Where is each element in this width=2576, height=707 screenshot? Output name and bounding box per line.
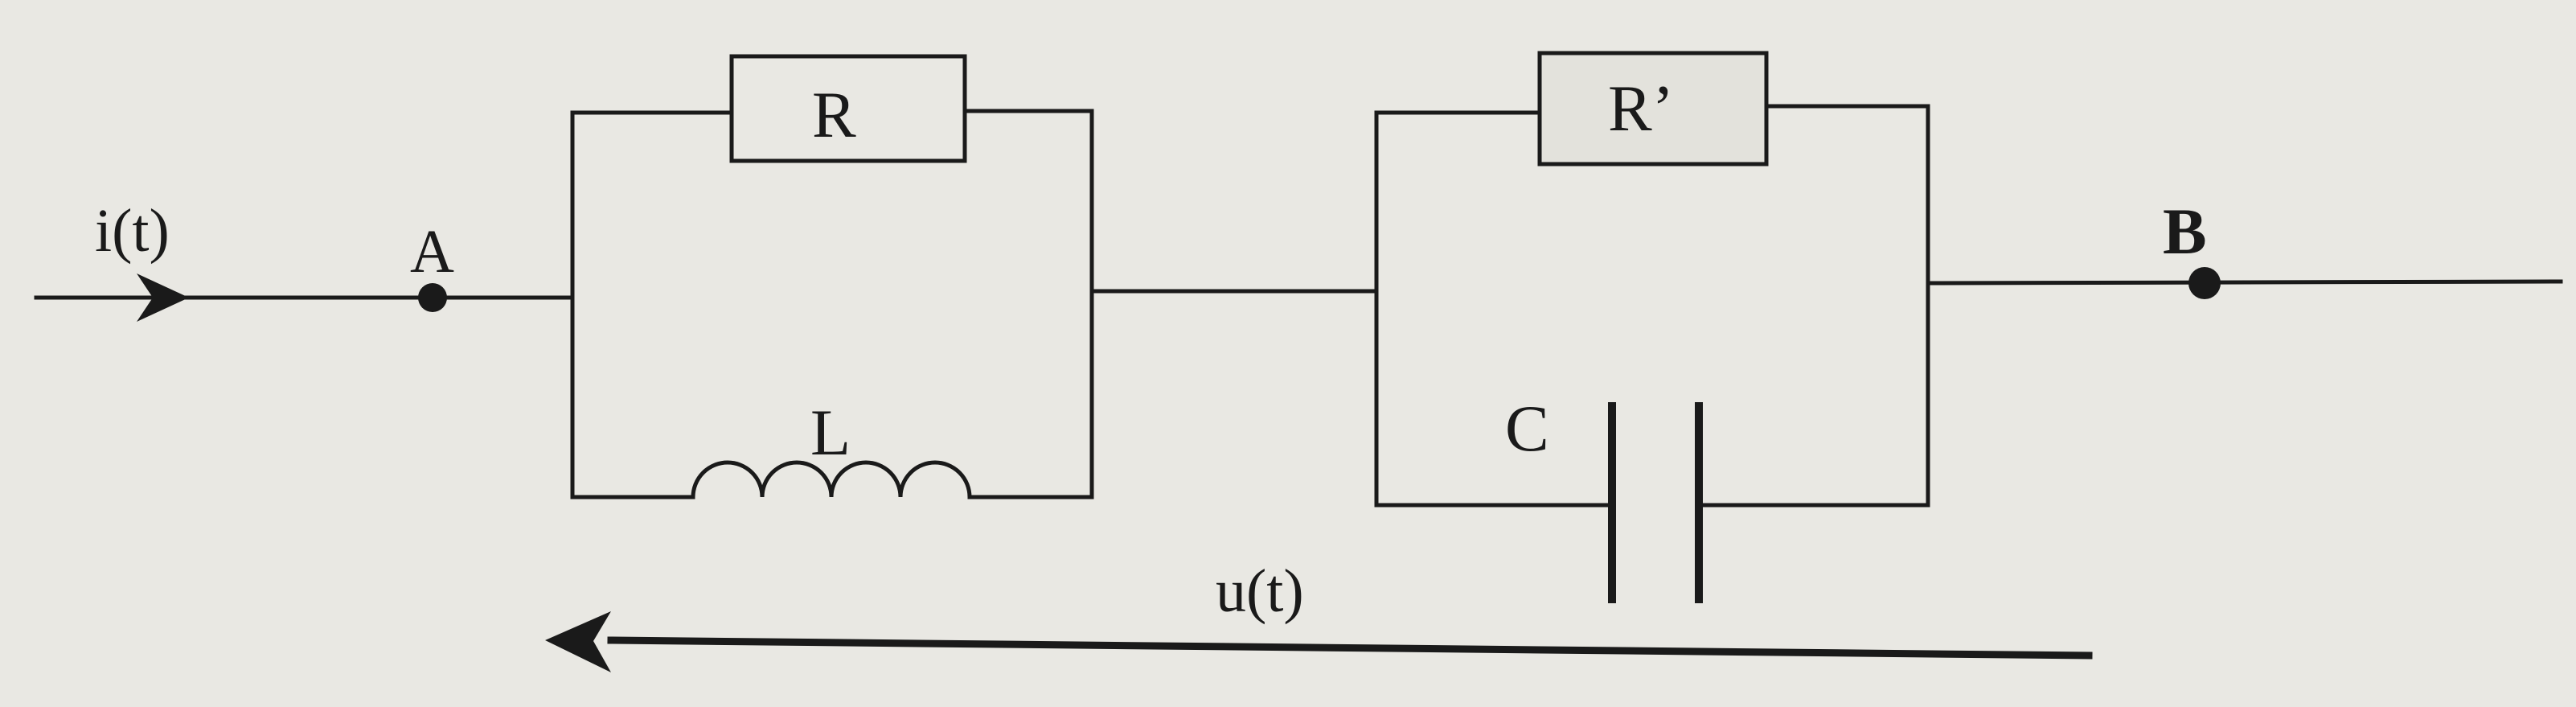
voltage-arrow-shaft	[607, 636, 2093, 660]
output-wire	[1926, 279, 2563, 286]
node-b-dot	[2188, 267, 2221, 299]
resistor-r-prime-label: R’	[1608, 72, 1674, 145]
current-arrow-icon	[137, 273, 189, 322]
node-a-dot	[418, 283, 447, 312]
capacitor-label: C	[1505, 392, 1549, 465]
inductor-coil	[691, 460, 972, 499]
node-b-label: B	[2163, 195, 2207, 268]
node-a-label: A	[410, 218, 454, 286]
resistor-r	[729, 54, 967, 163]
current-label: i(t)	[95, 197, 170, 265]
voltage-label: u(t)	[1216, 557, 1304, 625]
inductor-label: L	[810, 396, 851, 469]
resistor-r-label: R	[812, 78, 856, 151]
voltage-arrow-head-icon	[545, 611, 611, 672]
resistor-r-prime	[1537, 51, 1769, 166]
